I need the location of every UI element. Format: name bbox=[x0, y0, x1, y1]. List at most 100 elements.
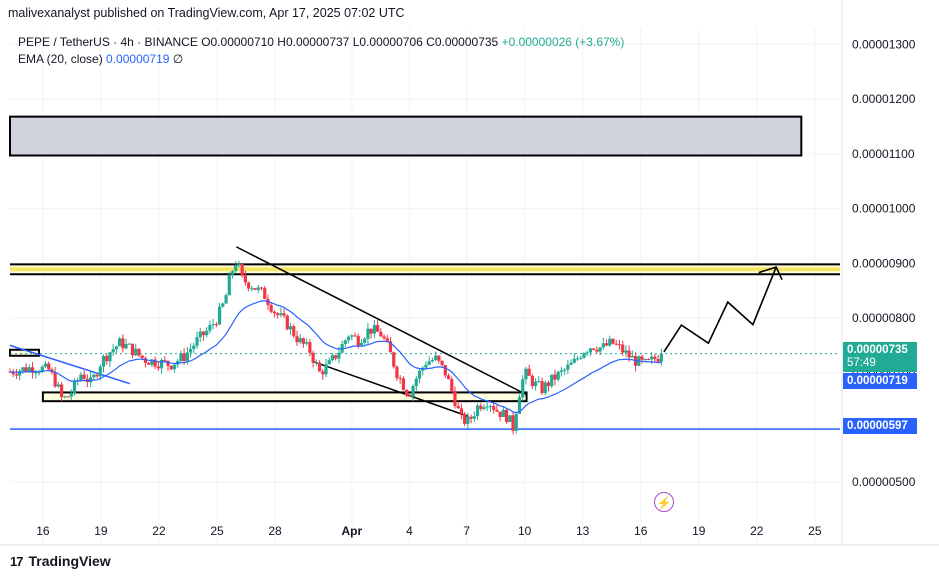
ema-value: 0.00000719 bbox=[106, 52, 170, 66]
candle-body bbox=[517, 397, 522, 414]
candle-body bbox=[101, 355, 106, 367]
candle-body bbox=[614, 343, 618, 345]
close-value: 0.00000735 bbox=[434, 35, 499, 49]
candle-body bbox=[330, 355, 335, 361]
candle-body bbox=[111, 349, 115, 353]
x-tick-label: 4 bbox=[406, 524, 413, 538]
candle-body bbox=[566, 364, 570, 370]
y-tick-label: 0.00000500 bbox=[852, 475, 916, 489]
candle-body bbox=[592, 348, 596, 350]
candle-body bbox=[317, 362, 322, 372]
low-value: 0.00000706 bbox=[359, 35, 423, 49]
ema-label[interactable]: EMA (20, close) bbox=[18, 52, 103, 66]
candle-body bbox=[34, 372, 38, 374]
open-label: O bbox=[201, 35, 211, 49]
candle-body bbox=[640, 356, 644, 360]
candle-body bbox=[56, 384, 60, 387]
candle-body bbox=[69, 393, 73, 397]
ohlc-legend: PEPE / TetherUS · 4h · BINANCE O0.000007… bbox=[18, 35, 624, 49]
ema-legend: EMA (20, close) 0.00000719 ∅ bbox=[18, 52, 183, 66]
candle-body bbox=[550, 374, 554, 387]
candle-body bbox=[118, 338, 122, 347]
candle-body bbox=[72, 380, 77, 394]
candle-body bbox=[11, 371, 15, 375]
projection-path bbox=[663, 266, 777, 353]
candle-body bbox=[498, 411, 502, 417]
candle-body bbox=[134, 348, 138, 356]
candle-body bbox=[456, 405, 460, 409]
candle-body bbox=[588, 348, 593, 353]
candle-body bbox=[514, 413, 518, 431]
candle-body bbox=[156, 366, 160, 369]
candle-body bbox=[82, 374, 86, 379]
candle-body bbox=[630, 356, 634, 358]
candle-body bbox=[195, 337, 199, 346]
y-tick-label: 0.00000800 bbox=[852, 311, 916, 325]
candle-body bbox=[143, 358, 148, 363]
candle-body bbox=[585, 352, 589, 354]
candle-body bbox=[298, 338, 302, 343]
tradingview-brand[interactable]: 17 TradingView bbox=[10, 553, 111, 569]
x-tick-label: 25 bbox=[808, 524, 822, 538]
candle-body bbox=[337, 352, 341, 359]
candle-body bbox=[179, 353, 183, 361]
candle-body bbox=[182, 353, 186, 361]
demand-zone bbox=[41, 391, 528, 403]
candle-body bbox=[334, 355, 338, 359]
candle-body bbox=[324, 364, 328, 375]
candle-body bbox=[379, 331, 383, 337]
candle-body bbox=[150, 359, 154, 365]
candle-body bbox=[492, 406, 496, 410]
candle-body bbox=[369, 328, 373, 334]
candle-body bbox=[263, 288, 267, 299]
candle-body bbox=[604, 343, 609, 346]
candle-body bbox=[479, 405, 483, 410]
candle-body bbox=[237, 264, 241, 266]
candle-body bbox=[285, 315, 289, 330]
candle-body bbox=[530, 375, 534, 386]
candle-body bbox=[95, 374, 99, 377]
candle-body bbox=[230, 271, 235, 275]
x-tick-label: 25 bbox=[210, 524, 224, 538]
candle-body bbox=[540, 381, 544, 394]
candle-body bbox=[398, 378, 402, 380]
candle-body bbox=[385, 338, 389, 342]
candle-body bbox=[543, 382, 547, 394]
x-tick-label: 10 bbox=[518, 524, 532, 538]
candle-body bbox=[227, 274, 231, 296]
y-tick-label: 0.00000900 bbox=[852, 256, 916, 270]
supply-zone bbox=[9, 115, 803, 157]
ema-line bbox=[9, 300, 662, 414]
lightning-icon[interactable]: ⚡ bbox=[654, 492, 674, 512]
candle-body bbox=[427, 361, 431, 365]
x-tick-label: 22 bbox=[152, 524, 166, 538]
candle-body bbox=[43, 363, 48, 367]
candle-body bbox=[659, 353, 663, 362]
y-tick-label: 0.00001100 bbox=[852, 147, 915, 161]
candle-body bbox=[595, 349, 599, 352]
candle-body bbox=[504, 409, 509, 423]
candle-body bbox=[417, 370, 422, 379]
x-tick-label: 7 bbox=[463, 524, 470, 538]
candle-body bbox=[388, 341, 393, 353]
candle-body bbox=[224, 295, 228, 304]
symbol-label[interactable]: PEPE / TetherUS · 4h · BINANCE bbox=[18, 35, 198, 49]
ema-flag: ∅ bbox=[172, 52, 184, 66]
candle-body bbox=[472, 416, 476, 419]
candle-body bbox=[450, 379, 454, 392]
candle-body bbox=[466, 416, 470, 424]
candle-body bbox=[247, 282, 251, 289]
candle-body bbox=[214, 324, 218, 326]
candle-body bbox=[282, 313, 286, 316]
candle-body bbox=[14, 374, 19, 376]
candle-body bbox=[163, 360, 167, 362]
candle-body bbox=[511, 415, 515, 431]
candle-body bbox=[621, 344, 625, 353]
candle-body bbox=[611, 338, 615, 344]
candle-body bbox=[475, 405, 480, 417]
open-value: 0.00000710 bbox=[210, 35, 274, 49]
candle-body bbox=[527, 368, 531, 376]
